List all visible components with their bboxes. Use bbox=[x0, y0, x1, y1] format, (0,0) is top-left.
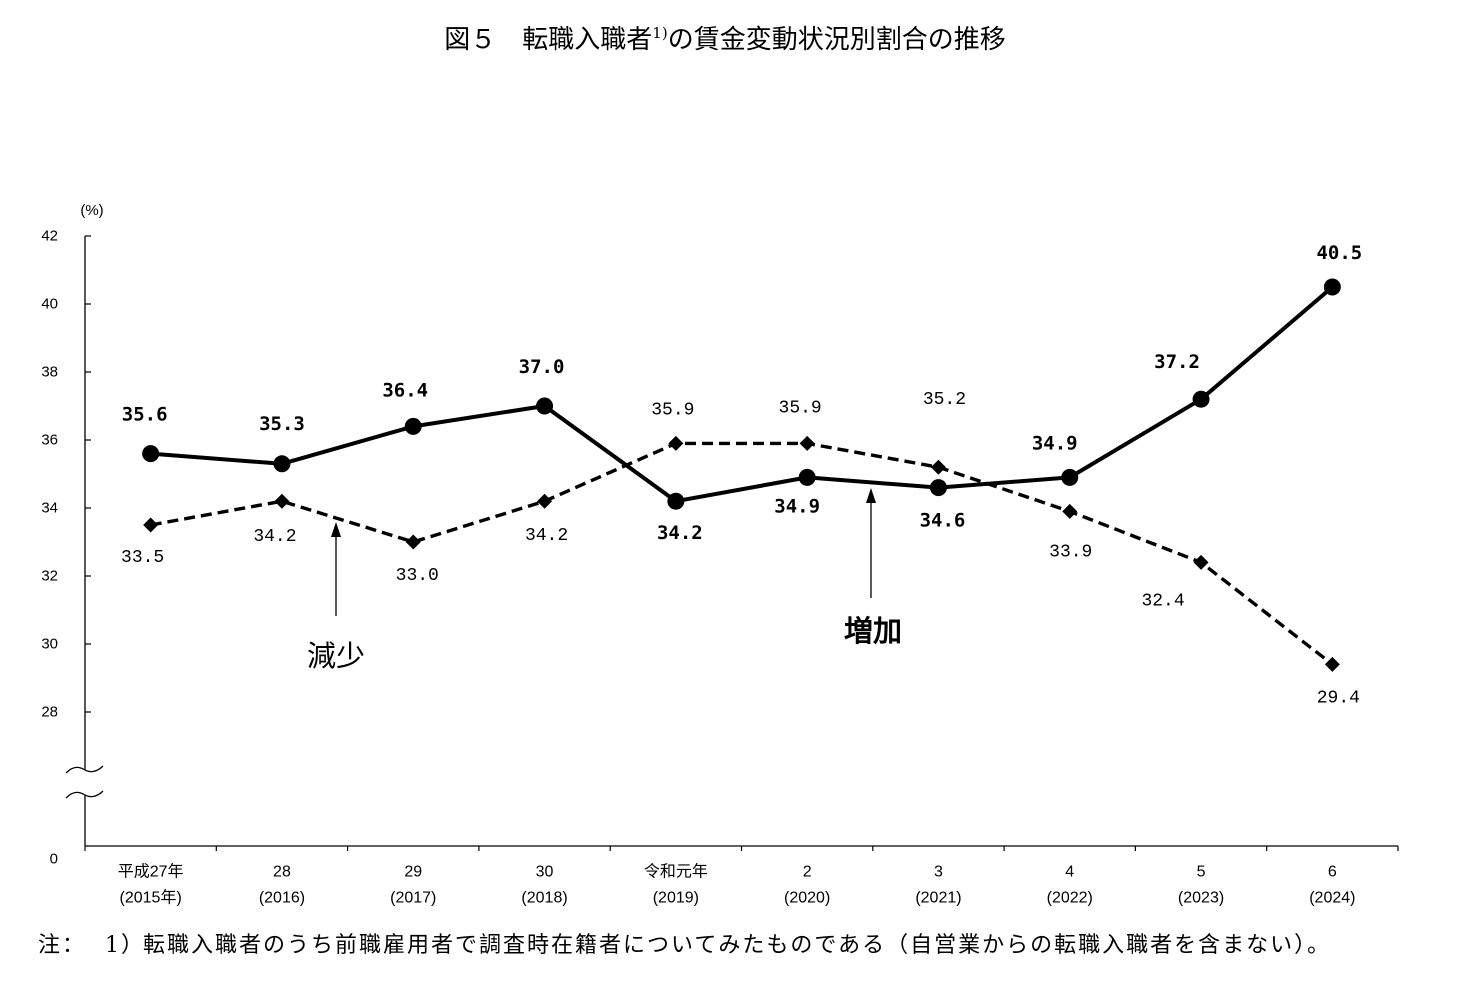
x-axis-ticks: 平成27年 (2015年) 28 (2016) 29 (2017) 30 (2018) 令和元年… bbox=[84, 846, 1399, 907]
data-point-marker bbox=[1324, 656, 1340, 672]
footnote: 注： 1） 転職入職者のうち前職雇用者で調査時在籍者についてみたものである（自営… bbox=[38, 933, 1331, 958]
x-category-sublabel: (2019) bbox=[653, 890, 699, 907]
data-point-marker bbox=[799, 435, 815, 451]
data-point-marker bbox=[798, 468, 816, 486]
series-increase: 35.6 35.3 36.4 37.0 34.2 34.9 34.6 34.9 37.2 40.5 bbox=[122, 242, 1362, 544]
data-label: 34.9 bbox=[1032, 432, 1078, 454]
x-category-label: 5 bbox=[1197, 864, 1206, 881]
y-tick-label: 40 bbox=[41, 296, 58, 313]
y-tick-label: 0 bbox=[50, 851, 58, 868]
y-tick-label: 42 bbox=[41, 228, 58, 245]
x-category-label: 3 bbox=[934, 864, 943, 881]
data-label: 36.4 bbox=[382, 379, 428, 401]
x-category-sublabel: (2018) bbox=[521, 890, 567, 907]
chart-title-suffix: の賃金変動状況別割合の推移 bbox=[668, 25, 1006, 55]
data-label: 35.6 bbox=[122, 404, 168, 426]
data-label: 35.9 bbox=[651, 400, 694, 420]
data-label: 35.2 bbox=[923, 390, 966, 410]
x-category-sublabel: (2016) bbox=[259, 890, 305, 907]
annotation-increase-arrow-head bbox=[866, 488, 876, 503]
data-point-marker bbox=[1062, 503, 1078, 519]
annotation-decrease-label: 減少 bbox=[307, 639, 365, 673]
data-label: 34.2 bbox=[253, 527, 296, 547]
x-category-sublabel: (2020) bbox=[784, 890, 830, 907]
chart-title-note-ref: 1) bbox=[652, 24, 667, 42]
x-category-sublabel: (2022) bbox=[1047, 890, 1093, 907]
x-category-sublabel: (2015年) bbox=[120, 889, 182, 907]
y-tick-label: 32 bbox=[41, 568, 58, 585]
data-point-marker bbox=[405, 534, 421, 550]
data-label: 40.5 bbox=[1316, 242, 1362, 264]
data-point-marker bbox=[142, 445, 160, 463]
x-category-label: 令和元年 bbox=[644, 863, 708, 881]
x-category-label: 平成27年 bbox=[118, 863, 184, 881]
data-label: 37.2 bbox=[1154, 351, 1200, 373]
data-point-marker bbox=[273, 455, 291, 473]
x-category-sublabel: (2023) bbox=[1178, 890, 1224, 907]
data-label: 32.4 bbox=[1141, 591, 1184, 611]
x-category-sublabel: (2021) bbox=[915, 890, 961, 907]
data-point-marker bbox=[1061, 468, 1079, 486]
data-label: 34.2 bbox=[657, 522, 703, 544]
footnote-ref: 1） bbox=[105, 933, 145, 958]
data-point-marker bbox=[930, 459, 946, 475]
footnote-text: 転職入職者のうち前職雇用者で調査時在籍者についてみたものである（自営業からの転職… bbox=[143, 933, 1331, 958]
series-line-decrease bbox=[150, 441, 1334, 666]
x-category-label: 6 bbox=[1328, 864, 1337, 881]
data-point-marker bbox=[143, 517, 159, 533]
series-line-increase bbox=[150, 285, 1334, 504]
x-category-label: 28 bbox=[273, 864, 291, 881]
axis-break-mark-upper bbox=[65, 765, 104, 774]
y-tick-label: 38 bbox=[41, 364, 58, 381]
footnote-label: 注： bbox=[38, 933, 86, 958]
data-point-marker bbox=[667, 492, 685, 510]
annotation-increase-label: 増加 bbox=[844, 615, 902, 648]
data-point-marker bbox=[668, 435, 684, 451]
annotation-decrease: 減少 bbox=[307, 522, 365, 673]
y-tick-label: 34 bbox=[41, 500, 58, 517]
data-label: 37.0 bbox=[519, 356, 565, 378]
chart-title: 図５ 転職入職者1)の賃金変動状況別割合の推移 bbox=[444, 24, 1005, 55]
x-category-label: 2 bbox=[803, 864, 812, 881]
chart-title-main: 図５ 転職入職者 bbox=[444, 25, 652, 55]
data-point-marker bbox=[929, 479, 947, 497]
data-point-marker bbox=[274, 493, 290, 509]
data-label: 33.5 bbox=[121, 548, 164, 568]
y-tick-label: 30 bbox=[41, 636, 58, 653]
data-label: 34.9 bbox=[774, 495, 820, 517]
data-point-marker bbox=[536, 397, 554, 415]
y-tick-label: 28 bbox=[41, 704, 58, 721]
series-decrease: 33.5 34.2 33.0 34.2 35.9 35.9 35.2 33.9 32.4 29.4 bbox=[121, 390, 1360, 708]
data-label: 34.6 bbox=[920, 510, 966, 532]
annotation-increase: 増加 bbox=[844, 488, 902, 648]
data-label: 34.2 bbox=[525, 526, 568, 546]
data-label: 35.3 bbox=[259, 413, 305, 435]
y-axis-ticks: 42 40 38 36 34 32 30 28 0 bbox=[41, 228, 91, 868]
data-label: 29.4 bbox=[1317, 688, 1360, 708]
data-point-marker bbox=[537, 493, 553, 509]
data-label: 33.0 bbox=[396, 566, 439, 586]
x-category-sublabel: (2024) bbox=[1309, 890, 1355, 907]
data-point-marker bbox=[1193, 554, 1209, 570]
annotation-decrease-arrow-head bbox=[331, 522, 341, 537]
y-tick-label: 36 bbox=[41, 432, 58, 449]
data-label: 35.9 bbox=[779, 398, 822, 418]
x-category-sublabel: (2017) bbox=[390, 890, 436, 907]
data-point-marker bbox=[1323, 278, 1341, 296]
x-category-label: 29 bbox=[404, 864, 422, 881]
axis-break-mark-lower bbox=[65, 790, 104, 799]
x-category-label: 30 bbox=[536, 864, 554, 881]
y-axis-unit-label: (%) bbox=[80, 202, 103, 219]
x-category-label: 4 bbox=[1065, 864, 1074, 881]
data-point-marker bbox=[404, 417, 422, 435]
series-layer: 35.6 35.3 36.4 37.0 34.2 34.9 34.6 34.9 37.2 40.5… bbox=[121, 242, 1362, 708]
data-label: 33.9 bbox=[1049, 542, 1092, 562]
data-point-marker bbox=[1192, 390, 1210, 408]
